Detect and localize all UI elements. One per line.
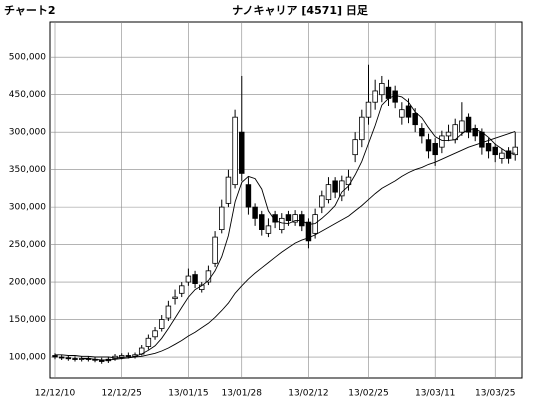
- candle-body: [505, 150, 512, 159]
- candle-body: [239, 131, 245, 174]
- y-tick-label: 500,000: [9, 53, 46, 63]
- candle-body: [319, 195, 325, 208]
- candle-body: [405, 105, 412, 118]
- x-tick-label: 13/03/11: [415, 389, 455, 399]
- candle-body: [412, 113, 418, 126]
- x-tick-label: 13/02/12: [288, 389, 328, 399]
- candle-body: [158, 319, 165, 329]
- candle-body: [352, 139, 358, 156]
- candle-body: [285, 214, 292, 222]
- candle-body: [65, 357, 72, 360]
- candle-body: [212, 236, 218, 264]
- candle-body: [178, 285, 185, 294]
- candle-body: [359, 116, 365, 141]
- x-tick-label: 12/12/10: [35, 389, 76, 399]
- candle-body: [305, 221, 312, 242]
- candle-body: [365, 101, 372, 118]
- candle-body: [465, 116, 472, 133]
- candle-body: [492, 146, 498, 156]
- candle-body: [485, 143, 492, 152]
- moving-average-line: [55, 130, 516, 359]
- candle-body: [219, 206, 225, 231]
- x-tick-label: 13/02/25: [348, 389, 388, 399]
- candle-body: [479, 131, 485, 148]
- candle-body: [499, 152, 505, 159]
- y-tick-label: 450,000: [9, 90, 46, 100]
- candle-body: [172, 296, 178, 299]
- candle-body: [332, 180, 338, 193]
- candle-body: [52, 355, 58, 358]
- y-tick-label: 300,000: [9, 128, 46, 138]
- candle-body: [225, 176, 232, 204]
- candle-body: [339, 180, 345, 197]
- candle-body: [118, 355, 125, 358]
- candle-body: [432, 143, 438, 156]
- candle-body: [385, 86, 392, 99]
- candle-body: [419, 128, 425, 137]
- plot-frame: [49, 21, 523, 379]
- candle-body: [372, 90, 378, 103]
- candle-body: [72, 358, 78, 360]
- x-tick-label: 13/01/15: [168, 389, 208, 399]
- candle-body: [512, 146, 518, 156]
- y-tick-label: 150,000: [9, 315, 46, 325]
- candle-body: [345, 176, 352, 186]
- candle-body: [425, 139, 432, 152]
- candle-body: [245, 184, 252, 208]
- candle-body: [165, 305, 172, 319]
- candle-body: [472, 128, 478, 137]
- candle-body: [272, 214, 278, 223]
- y-tick-label: 300,000: [9, 203, 46, 213]
- y-tick-label: 350,000: [9, 165, 46, 175]
- candle-body: [58, 356, 65, 359]
- y-tick-label: 250,000: [9, 240, 46, 250]
- candle-body: [185, 275, 192, 283]
- candle-body: [379, 83, 385, 96]
- x-tick-label: 12/12/25: [101, 389, 141, 399]
- y-tick-label: 100,000: [9, 353, 46, 363]
- candle-body: [259, 214, 265, 231]
- candle-body: [459, 120, 465, 133]
- candle-body: [452, 124, 458, 141]
- candle-body: [152, 330, 158, 338]
- candle-body: [399, 109, 405, 118]
- candle-body: [232, 116, 238, 186]
- x-tick-label: 13/03/25: [475, 389, 515, 399]
- candle-body: [78, 358, 85, 360]
- candle-body: [325, 184, 332, 201]
- chart-header: チャート2: [4, 4, 56, 17]
- moving-average-line: [81, 94, 516, 361]
- chart-title: ナノキャリア [4571] 日足: [232, 4, 369, 17]
- candle-body: [265, 225, 272, 234]
- candle-body: [192, 274, 198, 284]
- candle-body: [445, 131, 452, 137]
- candle-body: [439, 135, 445, 148]
- candle-body: [292, 214, 298, 223]
- candle-body: [279, 217, 285, 231]
- y-tick-label: 200,000: [9, 278, 46, 288]
- x-tick-label: 13/01/28: [222, 389, 263, 399]
- candle-body: [252, 206, 258, 219]
- candle-body: [145, 337, 152, 347]
- candle-body: [125, 355, 132, 357]
